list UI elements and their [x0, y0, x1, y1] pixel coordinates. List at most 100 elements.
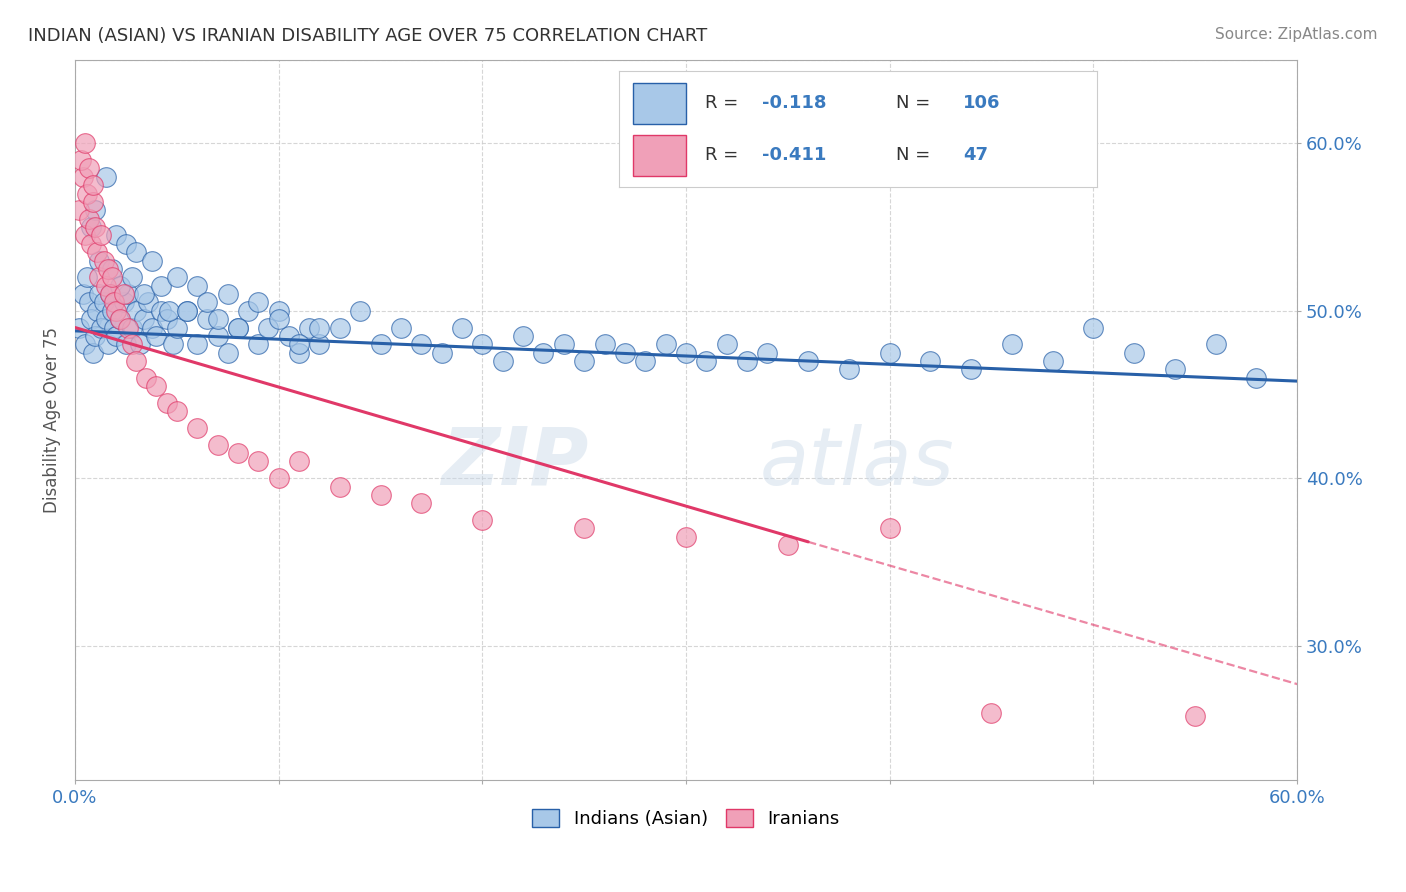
- Point: [108, 278, 131, 293]
- Point: [77, 161, 100, 176]
- Point: [288, 454, 311, 468]
- Point: [72, 287, 94, 301]
- Point: [93, 295, 115, 310]
- Point: [145, 379, 167, 393]
- Point: [94, 312, 117, 326]
- Point: [411, 337, 433, 351]
- Point: [797, 354, 820, 368]
- Point: [98, 287, 121, 301]
- Point: [141, 320, 163, 334]
- Point: [197, 312, 219, 326]
- Point: [77, 211, 100, 226]
- Point: [112, 287, 135, 301]
- Point: [613, 345, 636, 359]
- Point: [90, 320, 112, 334]
- Point: [134, 287, 156, 301]
- Point: [1244, 370, 1267, 384]
- Point: [121, 270, 143, 285]
- Point: [80, 236, 103, 251]
- Point: [186, 337, 208, 351]
- Point: [879, 345, 901, 359]
- Point: [86, 303, 108, 318]
- Point: [145, 329, 167, 343]
- Point: [149, 278, 172, 293]
- Point: [135, 370, 157, 384]
- Point: [207, 329, 229, 343]
- Legend: Indians (Asian), Iranians: Indians (Asian), Iranians: [524, 802, 846, 836]
- Point: [329, 320, 352, 334]
- Point: [89, 253, 111, 268]
- Point: [247, 337, 270, 351]
- Point: [675, 345, 697, 359]
- Text: ZIP: ZIP: [441, 424, 588, 502]
- Point: [89, 287, 111, 301]
- Point: [121, 320, 143, 334]
- Point: [980, 706, 1002, 720]
- Point: [634, 354, 657, 368]
- Point: [156, 396, 179, 410]
- Point: [125, 245, 148, 260]
- Text: -0.118: -0.118: [762, 95, 827, 112]
- Point: [217, 287, 239, 301]
- Point: [76, 186, 98, 201]
- Point: [117, 320, 139, 334]
- Point: [308, 337, 330, 351]
- Point: [236, 303, 259, 318]
- Point: [654, 337, 676, 351]
- Point: [115, 236, 138, 251]
- Point: [512, 329, 534, 343]
- Point: [451, 320, 474, 334]
- Text: 47: 47: [963, 146, 988, 164]
- Point: [176, 303, 198, 318]
- Point: [112, 295, 135, 310]
- Point: [162, 337, 184, 351]
- Point: [67, 203, 90, 218]
- Point: [217, 345, 239, 359]
- Point: [960, 362, 983, 376]
- Point: [93, 253, 115, 268]
- Point: [94, 169, 117, 184]
- Point: [572, 354, 595, 368]
- Point: [1001, 337, 1024, 351]
- Point: [76, 270, 98, 285]
- Point: [166, 320, 188, 334]
- Text: 106: 106: [963, 95, 1000, 112]
- Point: [492, 354, 515, 368]
- Point: [70, 153, 93, 167]
- Point: [141, 253, 163, 268]
- Point: [84, 203, 107, 218]
- Point: [77, 295, 100, 310]
- Point: [370, 337, 392, 351]
- Point: [267, 303, 290, 318]
- Point: [125, 303, 148, 318]
- Point: [838, 362, 860, 376]
- Point: [756, 345, 779, 359]
- Point: [86, 245, 108, 260]
- Point: [298, 320, 321, 334]
- Point: [197, 295, 219, 310]
- Point: [226, 446, 249, 460]
- Point: [349, 303, 371, 318]
- Point: [1123, 345, 1146, 359]
- Point: [134, 312, 156, 326]
- Point: [920, 354, 942, 368]
- Point: [879, 521, 901, 535]
- Point: [370, 488, 392, 502]
- Point: [82, 178, 104, 193]
- Point: [226, 320, 249, 334]
- Point: [157, 303, 180, 318]
- Point: [156, 312, 179, 326]
- Point: [593, 337, 616, 351]
- Point: [82, 194, 104, 209]
- Point: [117, 287, 139, 301]
- Point: [533, 345, 555, 359]
- Point: [308, 320, 330, 334]
- Point: [1164, 362, 1187, 376]
- Point: [72, 169, 94, 184]
- Point: [129, 337, 152, 351]
- Point: [100, 261, 122, 276]
- Point: [108, 312, 131, 326]
- Point: [186, 278, 208, 293]
- Point: [267, 312, 290, 326]
- Point: [121, 337, 143, 351]
